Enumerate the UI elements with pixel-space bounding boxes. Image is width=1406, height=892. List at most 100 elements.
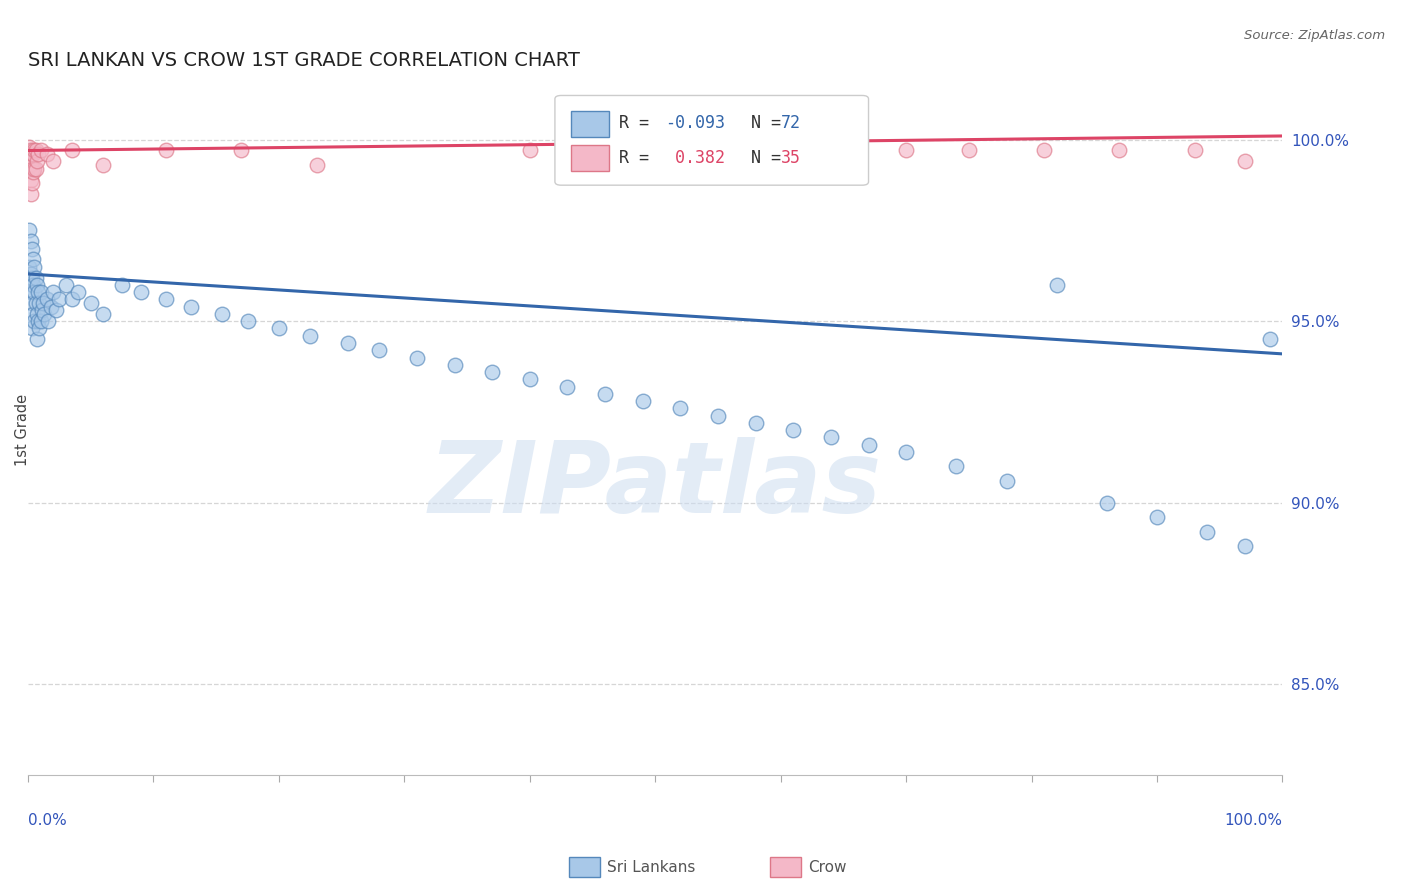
Text: -0.093: -0.093 xyxy=(665,114,725,132)
Point xyxy=(267,321,290,335)
Point xyxy=(20,285,42,300)
Point xyxy=(593,387,616,401)
Point xyxy=(707,409,730,423)
Point xyxy=(406,351,429,365)
Point xyxy=(1233,154,1256,169)
Point xyxy=(91,158,114,172)
Y-axis label: 1st Grade: 1st Grade xyxy=(15,394,30,467)
Point xyxy=(20,267,42,281)
Point xyxy=(894,445,917,459)
Point xyxy=(995,474,1018,488)
FancyBboxPatch shape xyxy=(555,95,869,186)
Point xyxy=(820,430,842,444)
Point xyxy=(631,394,654,409)
FancyBboxPatch shape xyxy=(571,111,609,136)
Text: Crow: Crow xyxy=(808,860,846,874)
Point xyxy=(67,285,90,300)
Point xyxy=(1033,144,1056,158)
Point xyxy=(32,296,55,310)
Point xyxy=(744,144,766,158)
Point xyxy=(21,296,44,310)
Text: SRI LANKAN VS CROW 1ST GRADE CORRELATION CHART: SRI LANKAN VS CROW 1ST GRADE CORRELATION… xyxy=(28,51,579,70)
Point xyxy=(28,296,51,310)
Point xyxy=(42,285,65,300)
Point xyxy=(1095,496,1118,510)
Point xyxy=(782,423,804,437)
Point xyxy=(22,252,45,267)
Point xyxy=(1258,332,1281,346)
Point xyxy=(45,303,67,318)
Point xyxy=(236,314,259,328)
FancyBboxPatch shape xyxy=(571,145,609,171)
Point xyxy=(24,161,46,176)
Point xyxy=(1046,277,1069,292)
Point xyxy=(519,372,541,386)
Point xyxy=(21,321,44,335)
Point xyxy=(20,172,42,186)
Point xyxy=(25,332,48,346)
Point xyxy=(18,158,41,172)
Point xyxy=(18,223,41,237)
Point xyxy=(231,144,253,158)
Point xyxy=(42,154,65,169)
Point xyxy=(24,296,46,310)
Point xyxy=(60,293,83,307)
Point xyxy=(20,187,42,202)
Point xyxy=(22,161,45,176)
Point xyxy=(55,277,77,292)
Point xyxy=(39,300,62,314)
Point xyxy=(37,314,59,328)
Point xyxy=(28,321,51,335)
Point xyxy=(20,144,42,158)
Point xyxy=(1184,144,1206,158)
Point xyxy=(20,158,42,172)
Point xyxy=(481,365,503,379)
Point xyxy=(1233,540,1256,554)
Text: 100.0%: 100.0% xyxy=(1225,814,1282,828)
Point xyxy=(27,314,49,328)
Point xyxy=(22,165,45,179)
Point xyxy=(858,438,880,452)
Text: Source: ZipAtlas.com: Source: ZipAtlas.com xyxy=(1244,29,1385,42)
Text: 0.382: 0.382 xyxy=(665,149,725,167)
Point xyxy=(18,260,41,274)
Point xyxy=(48,293,70,307)
Point xyxy=(24,270,46,285)
Point xyxy=(22,277,45,292)
Point xyxy=(894,144,917,158)
Point xyxy=(111,277,134,292)
Point xyxy=(305,158,328,172)
Point xyxy=(129,285,152,300)
Text: 72: 72 xyxy=(780,114,800,132)
Point xyxy=(211,307,233,321)
Text: N =: N = xyxy=(731,114,790,132)
Point xyxy=(945,459,967,474)
Point xyxy=(22,144,45,158)
Text: Sri Lankans: Sri Lankans xyxy=(607,860,696,874)
Point xyxy=(1197,524,1219,539)
Point xyxy=(820,144,842,158)
Point xyxy=(368,343,391,358)
Point xyxy=(557,379,579,393)
Point xyxy=(180,300,202,314)
Point xyxy=(644,144,666,158)
Point xyxy=(30,285,52,300)
Point xyxy=(35,147,58,161)
Point xyxy=(22,147,45,161)
Text: N =: N = xyxy=(731,149,790,167)
Point xyxy=(957,144,980,158)
Point xyxy=(21,161,44,176)
Point xyxy=(155,293,177,307)
Point xyxy=(30,144,52,158)
Point xyxy=(20,235,42,249)
Point xyxy=(91,307,114,321)
Point xyxy=(336,336,359,351)
Point xyxy=(27,147,49,161)
Point xyxy=(35,293,58,307)
Text: ZIPatlas: ZIPatlas xyxy=(429,437,882,533)
Point xyxy=(22,307,45,321)
Point xyxy=(299,328,322,343)
Point xyxy=(669,401,692,416)
Point xyxy=(30,314,52,328)
Text: R =: R = xyxy=(619,114,659,132)
